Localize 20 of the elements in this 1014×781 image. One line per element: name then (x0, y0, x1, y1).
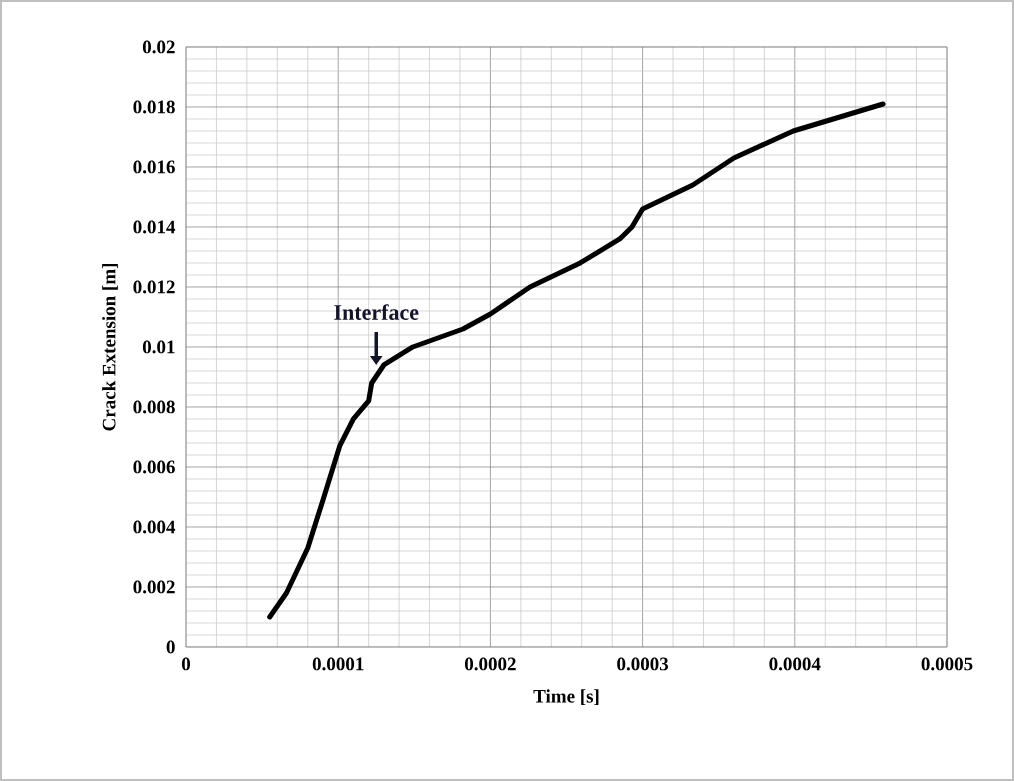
x-tick-label: 0.0001 (312, 657, 364, 671)
annotation: Interface (334, 304, 419, 320)
y-tick-label: 0.016 (133, 160, 175, 174)
x-tick-label: 0.0003 (617, 657, 669, 671)
x-tick-label: 0 (181, 657, 191, 671)
y-tick-label: 0.014 (133, 220, 176, 234)
y-axis-title: Crack Extension [m] (102, 263, 118, 431)
y-tick-label: 0.008 (133, 400, 175, 414)
y-tick-label: 0.002 (133, 580, 175, 594)
y-tick-label: 0.006 (133, 460, 175, 474)
y-tick-label: 0 (166, 640, 175, 654)
x-axis-title: Time [s] (533, 689, 599, 706)
x-tick-label: 0.0002 (465, 657, 516, 671)
y-tick-label: 0.012 (133, 280, 175, 294)
y-tick-label: 0.01 (142, 340, 175, 354)
x-tick-label: 0.0005 (921, 657, 973, 671)
y-tick-label: 0.018 (133, 100, 175, 114)
y-tick-label: 0.02 (142, 40, 175, 54)
x-tick-label: 0.0004 (769, 657, 821, 671)
y-tick-label: 0.004 (133, 520, 176, 534)
